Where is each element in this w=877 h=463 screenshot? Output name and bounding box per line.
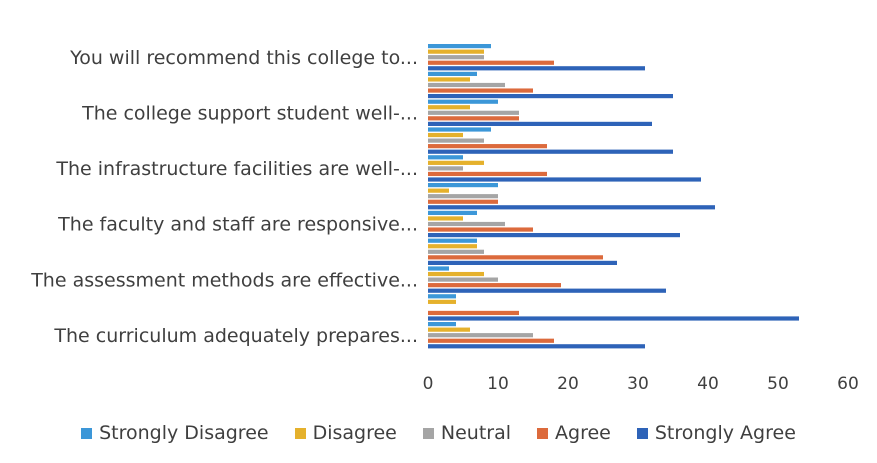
- bar-agree-group-3: [428, 144, 547, 149]
- legend-swatch: [81, 427, 93, 439]
- bar-neutral-group-1: [428, 82, 505, 88]
- bar-strongly-disagree-group-10: [428, 322, 456, 327]
- bar-disagree-group-5: [428, 188, 449, 193]
- bar-agree-group-6: [428, 227, 533, 232]
- bar-neutral-group-5: [428, 194, 498, 199]
- legend-item: Disagree: [294, 422, 397, 444]
- bar-strongly-agree-group-3: [428, 149, 673, 154]
- legend-label: Disagree: [312, 422, 397, 444]
- bar-neutral-group-6: [428, 221, 505, 227]
- bar-neutral-group-4: [428, 166, 463, 171]
- bar-strongly-disagree-group-6: [428, 210, 477, 215]
- bar-disagree-group-3: [428, 132, 463, 138]
- bar-disagree-group-0: [428, 49, 484, 54]
- bar-disagree-group-10: [428, 327, 470, 332]
- legend-swatch: [537, 427, 549, 439]
- bar-agree-group-0: [428, 60, 554, 65]
- bar-disagree-group-9: [428, 299, 456, 304]
- legend-swatch: [636, 427, 648, 439]
- legend-item: Strongly Agree: [636, 422, 796, 444]
- legend-label: Neutral: [440, 422, 512, 444]
- bar-strongly-agree-group-7: [428, 260, 617, 265]
- bar-agree-group-1: [428, 88, 533, 93]
- legend-label: Agree: [555, 422, 611, 444]
- bar-strongly-agree-group-8: [428, 288, 666, 293]
- x-axis-ticks: 0 10 20 30 40 50 60: [423, 374, 859, 394]
- bar-neutral-group-10: [428, 333, 533, 338]
- bar-neutral-group-0: [428, 55, 484, 60]
- bar-disagree-group-2: [428, 105, 470, 110]
- bar-disagree-group-4: [428, 160, 484, 165]
- bar-agree-group-7: [428, 255, 603, 260]
- bar-strongly-agree-group-5: [428, 205, 715, 210]
- bar-agree-group-8: [428, 283, 561, 288]
- bar-strongly-disagree-group-8: [428, 266, 449, 271]
- bar-disagree-group-6: [428, 216, 463, 221]
- legend-label: Strongly Disagree: [99, 422, 269, 444]
- bar-strongly-disagree-group-9: [428, 294, 456, 299]
- bar-agree-group-10: [428, 338, 554, 343]
- bar-neutral-group-8: [428, 277, 498, 282]
- legend-swatch: [422, 427, 434, 439]
- bar-strongly-disagree-group-3: [428, 127, 491, 132]
- bars-layer: [428, 44, 799, 349]
- bar-strongly-disagree-group-0: [428, 44, 491, 49]
- x-tick-label: 60: [837, 374, 859, 394]
- x-tick-label: 30: [627, 374, 649, 394]
- x-tick-label: 20: [557, 374, 579, 394]
- legend-swatch: [294, 427, 306, 439]
- bar-strongly-agree-group-0: [428, 66, 645, 71]
- bar-strongly-agree-group-10: [428, 344, 645, 349]
- category-label: The assessment methods are effective...: [30, 269, 418, 291]
- bar-neutral-group-2: [428, 110, 519, 115]
- bar-strongly-disagree-group-1: [428, 71, 477, 76]
- category-label: The infrastructure facilities are well-.…: [55, 158, 418, 180]
- bar-neutral-group-3: [428, 138, 484, 143]
- legend-item: Strongly Disagree: [81, 422, 269, 444]
- legend-label: Strongly Agree: [654, 422, 796, 444]
- bar-agree-group-2: [428, 116, 519, 121]
- bar-agree-group-4: [428, 171, 547, 177]
- category-label: The faculty and staff are responsive...: [57, 214, 418, 236]
- bar-disagree-group-7: [428, 244, 477, 249]
- bar-strongly-disagree-group-5: [428, 183, 498, 188]
- bar-strongly-agree-group-1: [428, 94, 673, 99]
- category-labels: You will recommend this college to... The…: [30, 47, 418, 347]
- bar-strongly-disagree-group-4: [428, 155, 463, 160]
- x-tick-label: 50: [767, 374, 789, 394]
- bar-agree-group-5: [428, 199, 498, 204]
- x-tick-label: 40: [697, 374, 719, 394]
- category-label: The college support student well-...: [81, 103, 418, 125]
- bar-strongly-agree-group-9: [428, 316, 799, 321]
- category-label: You will recommend this college to...: [69, 47, 418, 69]
- bar-agree-group-9: [428, 310, 519, 316]
- bar-strongly-disagree-group-7: [428, 238, 477, 243]
- bar-strongly-agree-group-2: [428, 121, 652, 126]
- bar-disagree-group-1: [428, 77, 470, 82]
- x-tick-label: 10: [487, 374, 509, 394]
- x-tick-label: 0: [423, 374, 434, 394]
- bar-strongly-agree-group-4: [428, 177, 701, 182]
- bar-strongly-disagree-group-2: [428, 99, 498, 104]
- bar-disagree-group-8: [428, 271, 484, 277]
- legend: Strongly Disagree Disagree Neutral Agree Str…: [0, 418, 877, 448]
- category-label: The curriculum adequately prepares...: [53, 325, 418, 347]
- legend-item: Neutral: [422, 422, 512, 444]
- legend-item: Agree: [537, 422, 611, 444]
- bar-strongly-agree-group-6: [428, 233, 680, 238]
- bar-neutral-group-7: [428, 249, 484, 254]
